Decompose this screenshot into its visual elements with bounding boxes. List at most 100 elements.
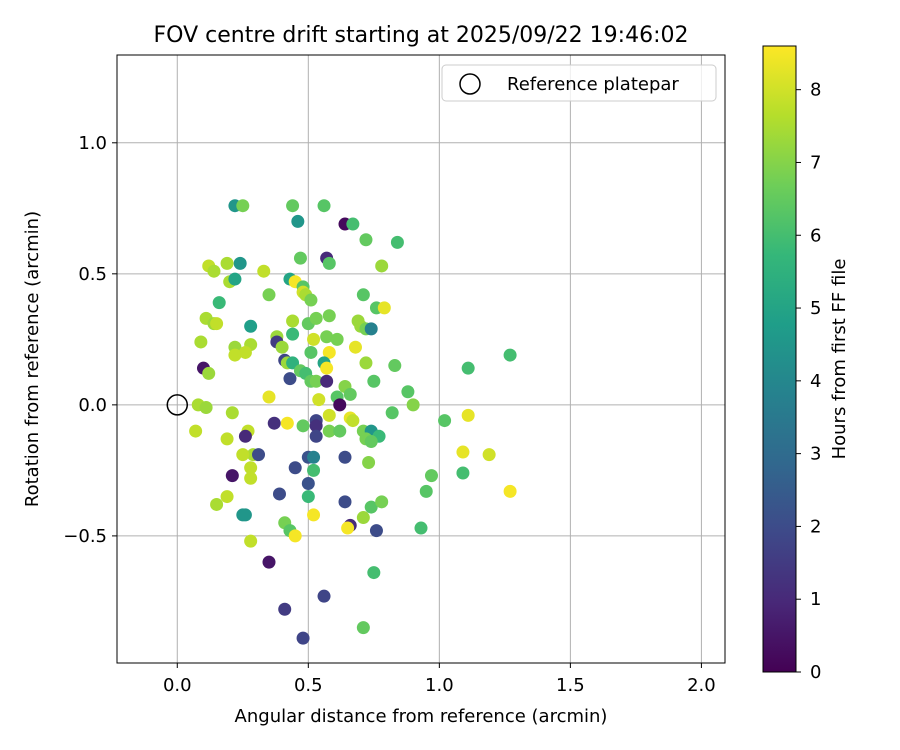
scatter-point bbox=[296, 419, 310, 433]
scatter-point bbox=[414, 521, 428, 535]
scatter-point bbox=[301, 476, 315, 490]
scatter-point bbox=[343, 387, 357, 401]
scatter-point bbox=[482, 448, 496, 462]
scatter-point bbox=[225, 406, 239, 420]
scatter-point bbox=[419, 484, 433, 498]
y-tick-label: 0.5 bbox=[78, 264, 107, 285]
scatter-point bbox=[377, 301, 391, 315]
legend-label: Reference platepar bbox=[507, 74, 679, 95]
scatter-point bbox=[367, 566, 381, 580]
scatter-point bbox=[322, 345, 336, 359]
scatter-point bbox=[199, 400, 213, 414]
colorbar-tick-label: 8 bbox=[810, 80, 821, 101]
scatter-point bbox=[356, 621, 370, 635]
scatter-point bbox=[293, 251, 307, 265]
scatter-point bbox=[225, 469, 239, 483]
scatter-point bbox=[307, 332, 321, 346]
scatter-point bbox=[228, 348, 242, 362]
scatter-point bbox=[207, 264, 221, 278]
scatter-point bbox=[307, 450, 321, 464]
scatter-point bbox=[333, 424, 347, 438]
grid bbox=[117, 55, 725, 663]
scatter-point bbox=[278, 602, 292, 616]
scatter-point bbox=[317, 589, 331, 603]
colorbar-ticks: 0 1 2 3 4 5 6 7 8 bbox=[796, 80, 821, 683]
legend: Reference platepar bbox=[441, 64, 717, 102]
scatter-point bbox=[364, 500, 378, 514]
scatter-point bbox=[320, 330, 334, 344]
scatter-point bbox=[367, 374, 381, 388]
scatter-point bbox=[307, 463, 321, 477]
scatter-point bbox=[288, 529, 302, 543]
scatter-point bbox=[338, 450, 352, 464]
scatter-point bbox=[228, 272, 242, 286]
scatter-point bbox=[424, 469, 438, 483]
scatter-point bbox=[461, 408, 475, 422]
colorbar-label: Hours from first FF file bbox=[829, 259, 850, 460]
scatter-point bbox=[309, 429, 323, 443]
y-tick-label: 1.0 bbox=[78, 133, 107, 154]
x-axis-label: Angular distance from reference (arcmin) bbox=[235, 706, 608, 727]
scatter-point bbox=[309, 374, 323, 388]
colorbar-frame bbox=[762, 45, 797, 673]
scatter-point bbox=[330, 332, 344, 346]
chart-title: FOV centre drift starting at 2025/09/22 … bbox=[154, 23, 689, 48]
scatter-point bbox=[322, 309, 336, 323]
scatter-point bbox=[236, 199, 250, 213]
colorbar-tick-label: 3 bbox=[810, 444, 821, 465]
scatter-point bbox=[406, 398, 420, 412]
scatter-point bbox=[244, 319, 258, 333]
scatter-point bbox=[286, 314, 300, 328]
scatter-point bbox=[280, 416, 294, 430]
colorbar-tick-label: 2 bbox=[810, 516, 821, 537]
scatter-point bbox=[220, 432, 234, 446]
x-tick-label: 2.0 bbox=[687, 675, 716, 696]
scatter-point bbox=[286, 199, 300, 213]
scatter-point bbox=[438, 414, 452, 428]
scatter-point bbox=[267, 416, 281, 430]
scatter-point bbox=[236, 448, 250, 462]
reference-platepar-marker bbox=[166, 394, 189, 416]
scatter-point bbox=[296, 631, 310, 645]
scatter-point bbox=[503, 484, 517, 498]
scatter-point bbox=[461, 361, 475, 375]
scatter-point bbox=[202, 366, 216, 380]
scatter-point bbox=[210, 317, 224, 331]
scatter-point bbox=[317, 199, 331, 213]
scatter-point bbox=[307, 508, 321, 522]
scatter-point bbox=[262, 390, 276, 404]
scatter-point bbox=[189, 424, 203, 438]
scatter-point bbox=[220, 256, 234, 270]
y-tick-label: −0.5 bbox=[63, 526, 107, 547]
scatter-point bbox=[262, 555, 276, 569]
scatter-point bbox=[238, 429, 252, 443]
colorbar-tick-label: 6 bbox=[810, 225, 821, 246]
scatter-point bbox=[346, 414, 360, 428]
scatter-point bbox=[320, 374, 334, 388]
scatter-point bbox=[390, 235, 404, 249]
data-points bbox=[189, 199, 517, 645]
colorbar-tick-label: 4 bbox=[810, 371, 821, 392]
scatter-point bbox=[346, 217, 360, 231]
colorbar-tick-label: 5 bbox=[810, 298, 821, 319]
scatter-point bbox=[312, 393, 326, 407]
scatter-point bbox=[283, 372, 297, 386]
scatter-point bbox=[233, 256, 247, 270]
colorbar-tick-label: 1 bbox=[810, 589, 821, 610]
scatter-point bbox=[194, 335, 208, 349]
scatter-point bbox=[503, 348, 517, 362]
colorbar-gradient bbox=[763, 46, 796, 672]
x-axis-ticks: 0.0 0.5 1.0 1.5 2.0 bbox=[163, 663, 716, 696]
scatter-point bbox=[212, 296, 226, 310]
legend-marker bbox=[459, 73, 481, 95]
scatter-point bbox=[291, 214, 305, 228]
y-tick-label: 0.0 bbox=[78, 395, 107, 416]
scatter-point bbox=[286, 356, 300, 370]
scatter-point bbox=[322, 408, 336, 422]
scatter-point bbox=[252, 448, 266, 462]
x-tick-label: 0.5 bbox=[294, 675, 323, 696]
scatter-point bbox=[320, 361, 334, 375]
scatter-point bbox=[362, 456, 376, 470]
scatter-point bbox=[309, 311, 323, 325]
scatter-point bbox=[244, 461, 258, 475]
